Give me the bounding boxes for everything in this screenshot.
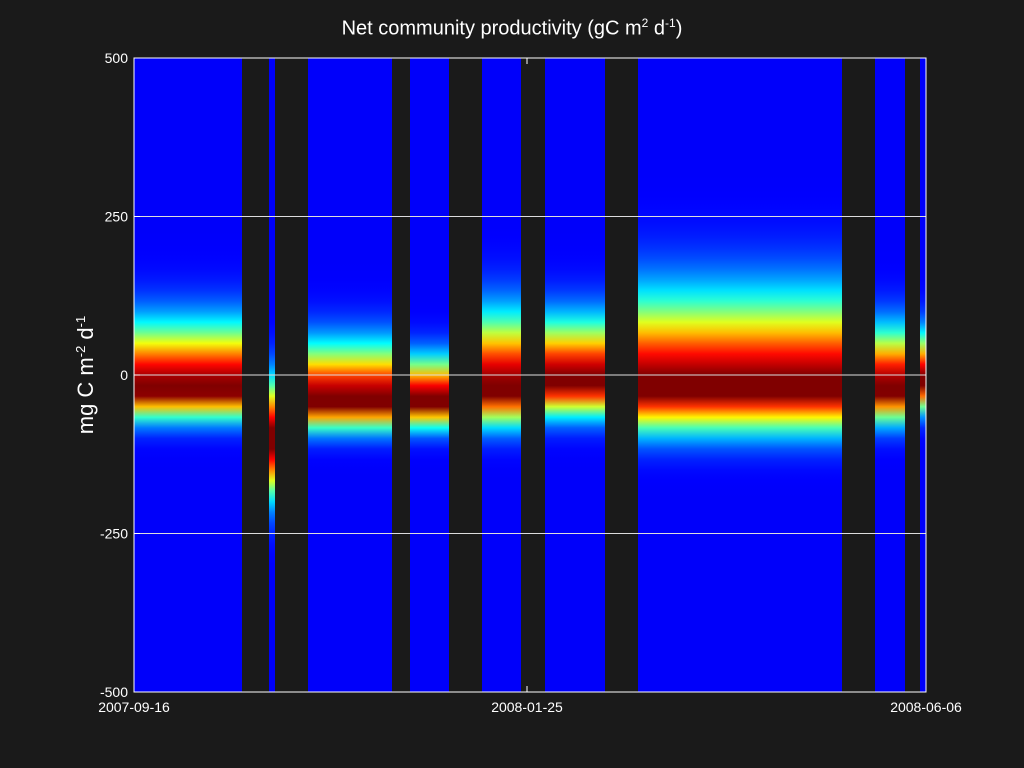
title-mid: d [648,17,666,40]
x-tick-label: 2007-09-16 [98,699,170,715]
title-sup-1: 2 [641,16,649,30]
x-tick-label: 2008-01-25 [491,699,563,715]
title-main: Net community productivity (gC m [341,17,642,40]
y-tick-label: 0 [120,367,128,383]
y-tick-label: 250 [105,209,129,225]
y-tick-label: 500 [105,50,129,66]
y-tick-label: -250 [100,526,128,542]
title-end: ) [675,17,683,40]
chart-title: Net community productivity (gC m2 d-1) [0,16,1024,41]
title-sup-2: -1 [665,16,676,30]
y-tick-label: -500 [100,684,128,700]
x-tick-label: 2008-06-06 [890,699,962,715]
